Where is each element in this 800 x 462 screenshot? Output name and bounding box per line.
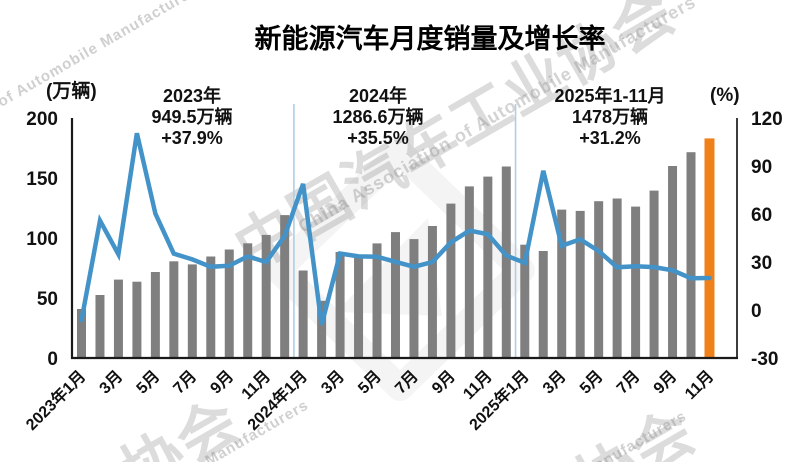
- annotation-2024: 2024年 1286.6万辆 +35.5%: [332, 86, 423, 149]
- x-axis-tick-7月: 7月: [613, 367, 643, 397]
- right-axis-tick-120: 120: [751, 109, 783, 130]
- right-axis-unit-label: (%): [710, 85, 740, 106]
- annotation-2023-total: 949.5万辆: [151, 107, 233, 127]
- sales-bar-2023年3月: [113, 279, 123, 358]
- sales-bar-2025年6月: [612, 198, 622, 358]
- left-axis-tick-0: 0: [47, 349, 58, 370]
- right-axis-tick-0: 0: [751, 301, 762, 322]
- sales-bar-2025年8月: [649, 190, 659, 358]
- sales-bar-2025年4月: [575, 210, 585, 358]
- sales-bar-2023年5月: [150, 272, 160, 358]
- annotation-2025-period: 2025年1-11月: [554, 86, 666, 106]
- sales-bar-2023年2月: [95, 295, 105, 358]
- sales-bar-2024年6月: [390, 232, 400, 358]
- sales-bar-2024年8月: [427, 226, 437, 358]
- x-axis-tick-9月: 9月: [207, 367, 237, 397]
- sales-bar-2024年10月: [464, 186, 474, 358]
- sales-bar-2023年12月: [280, 215, 290, 358]
- growth-rate-line: [79, 132, 712, 326]
- sales-bar-2024年2月: [317, 300, 327, 358]
- annotation-2025-growth: +31.2%: [579, 128, 641, 148]
- annotation-2025-total: 1478万辆: [571, 107, 649, 127]
- sales-bar-2025年5月: [594, 201, 604, 358]
- sales-bar-2023年7月: [187, 264, 197, 358]
- x-axis-tick-7月: 7月: [170, 367, 200, 397]
- x-axis-tick-3月: 3月: [96, 367, 126, 397]
- annotation-2023: 2023年 949.5万辆 +37.9%: [151, 86, 232, 149]
- sales-bar-2023年6月: [169, 261, 179, 358]
- left-axis-tick-100: 100: [26, 229, 58, 250]
- sales-bar-2024年3月: [335, 252, 345, 358]
- annotation-2023-growth: +37.9%: [161, 128, 223, 148]
- x-axis-tick-3月: 3月: [539, 367, 569, 397]
- sales-bar-2025年7月: [631, 206, 641, 358]
- emblem-wing: [336, 218, 442, 316]
- sales-bar-2023年11月: [261, 234, 271, 358]
- annotation-2024-growth: +35.5%: [347, 128, 409, 148]
- annotation-2025: 2025年1-11月 1478万辆 +31.2%: [554, 86, 665, 149]
- sales-bar-2023年8月: [206, 256, 216, 358]
- left-axis-unit-label: (万辆): [46, 81, 97, 102]
- sales-bar-2024年5月: [372, 243, 382, 358]
- sales-bar-2023年9月: [224, 249, 234, 358]
- sales-bar-2025年3月: [557, 209, 567, 358]
- x-axis-tick-11月: 11月: [681, 367, 717, 403]
- sales-bar-2025年2月: [538, 251, 548, 358]
- right-axis-tick-60: 60: [751, 205, 772, 226]
- chart-title: 新能源汽车月度销量及增长率: [254, 24, 606, 54]
- annotation-2024-year: 2024年: [348, 86, 408, 106]
- annotation-2024-total: 1286.6万辆: [332, 107, 424, 127]
- annotation-2023-year: 2023年: [162, 86, 222, 106]
- sales-bar-2025年11月: [704, 138, 715, 358]
- sales-bar-2025年1月: [520, 244, 530, 358]
- left-axis-tick-200: 200: [26, 109, 58, 130]
- sales-bar-2023年4月: [132, 281, 142, 358]
- sales-bar-2024年12月: [501, 166, 511, 358]
- sales-bar-2024年9月: [446, 203, 456, 358]
- x-axis-tick-9月: 9月: [650, 367, 680, 397]
- sales-bar-2024年4月: [354, 256, 364, 358]
- x-axis-tick-3月: 3月: [318, 367, 348, 397]
- x-axis-tick-5月: 5月: [133, 367, 163, 397]
- sales-bar-2024年1月: [298, 270, 308, 358]
- x-axis-tick-2023年1月: 2023年1月: [22, 366, 90, 434]
- right-axis-tick-90: 90: [751, 157, 772, 178]
- sales-bar-2023年1月: [77, 309, 86, 358]
- left-axis-tick-50: 50: [37, 289, 58, 310]
- sales-bar-2024年11月: [483, 176, 493, 358]
- right-axis-tick--30: -30: [751, 349, 778, 370]
- x-axis-tick-5月: 5月: [576, 367, 606, 397]
- sales-bar-2025年10月: [686, 152, 696, 358]
- sales-bar-2025年9月: [668, 166, 678, 358]
- left-axis-tick-150: 150: [26, 169, 58, 190]
- sales-bar-2024年7月: [409, 239, 419, 358]
- right-axis-tick-30: 30: [751, 253, 772, 274]
- sales-bar-2023年10月: [243, 243, 253, 358]
